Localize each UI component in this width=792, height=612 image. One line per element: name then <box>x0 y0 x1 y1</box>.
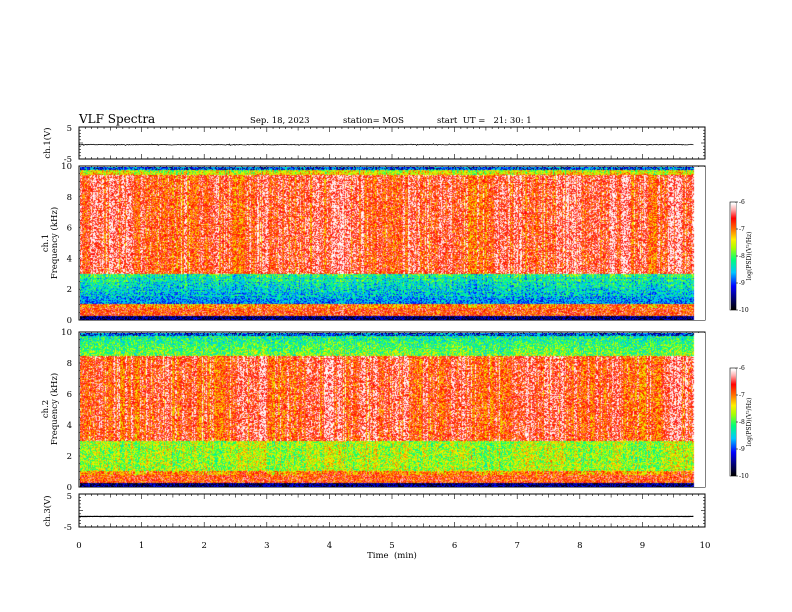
ch1-spectrogram-ylabel-freq: Frequency (kHz) <box>49 207 60 279</box>
y-tick-label: 8 <box>67 193 72 203</box>
ch2-spectrogram-yticklabels: 0 2 4 6 8 10 <box>61 328 72 493</box>
ch1-ytick-top: 5 <box>67 124 72 134</box>
colorbar-tick-label: -8 <box>739 419 745 426</box>
x-tick-label: 4 <box>327 541 332 551</box>
y-tick-label: 10 <box>61 162 72 172</box>
ch2-colorbar: -6 -7 -8 -9 -10 log(PSD)(V²/Hz) <box>729 365 753 480</box>
x-axis-label: Time (min) <box>367 550 417 561</box>
colorbar-tick-label: -6 <box>739 365 745 372</box>
x-tick-label: 10 <box>700 541 711 551</box>
y-tick-label: 4 <box>67 421 72 431</box>
y-tick-label: 0 <box>67 316 72 326</box>
x-tick-label: 2 <box>201 541 206 551</box>
figure-title: VLF Spectra <box>78 112 155 126</box>
y-tick-label: 6 <box>67 390 72 400</box>
ch1-spectrogram-yticklabels: 0 2 4 6 8 10 <box>61 162 72 326</box>
date-label: Sep. 18, 2023 <box>250 116 310 126</box>
colorbar-tick-label: -10 <box>739 473 749 480</box>
ch1-colorbar-label: log(PSD)(V²/Hz) <box>746 232 753 281</box>
colorbar-tick-label: -9 <box>739 280 745 287</box>
colorbar-tick-label: -9 <box>739 446 745 453</box>
y-tick-label: 2 <box>67 285 72 295</box>
x-tick-labels: 0 1 2 3 4 5 6 7 8 9 10 <box>76 541 710 551</box>
ch2-spectrogram-ylabel-channel: ch.2 <box>41 400 51 418</box>
start-time-label: start UT = 21: 30: 1 <box>437 116 532 126</box>
y-tick-label: 4 <box>67 254 72 264</box>
ch1-colorbar-gradient <box>730 202 736 310</box>
ch3-waveform-ylabel: ch.3(V) <box>42 495 53 526</box>
ch2-colorbar-gradient <box>730 368 736 476</box>
ch2-colorbar-ticks: -6 -7 -8 -9 -10 <box>736 365 749 480</box>
station-label: station= MOS <box>343 116 404 126</box>
ch3-ytick-top: 5 <box>67 492 72 502</box>
ch3-waveform-ticks <box>78 493 706 528</box>
x-tick-label: 0 <box>76 541 81 551</box>
ch1-waveform-ticks <box>78 126 706 160</box>
ch1-waveform-panel: 5 -5 ch.1(V) <box>42 124 706 165</box>
y-tick-label: 8 <box>67 359 72 369</box>
ch1-spectrogram-image <box>79 166 705 320</box>
ch1-waveform-trace <box>78 142 694 147</box>
ch2-spectrogram-image <box>79 332 705 487</box>
x-tick-label: 6 <box>452 541 457 551</box>
x-tick-label: 9 <box>640 541 645 551</box>
y-tick-label: 2 <box>67 452 72 462</box>
x-tick-label: 1 <box>139 541 144 551</box>
x-tick-label: 8 <box>577 541 582 551</box>
colorbar-tick-label: -7 <box>739 226 745 233</box>
colorbar-tick-label: -10 <box>739 307 749 314</box>
y-tick-label: 10 <box>61 328 72 338</box>
ch1-colorbar: -6 -7 -8 -9 -10 log(PSD)(V²/Hz) <box>729 199 753 314</box>
x-tick-label: 3 <box>264 541 269 551</box>
colorbar-tick-label: -8 <box>739 253 745 260</box>
x-tick-label: 5 <box>389 541 394 551</box>
ch1-spectrogram-ylabel-channel: ch.1 <box>41 234 51 252</box>
colorbar-tick-label: -7 <box>739 392 745 399</box>
colorbar-tick-label: -6 <box>739 199 745 206</box>
y-tick-label: 6 <box>67 224 72 234</box>
ch1-colorbar-ticks: -6 -7 -8 -9 -10 <box>736 199 749 314</box>
ch3-waveform-panel: 5 -5 ch.3(V) 0 1 2 3 4 5 6 7 8 9 10 Time (min) <box>42 492 710 561</box>
ch2-spectrogram-ylabel-freq: Frequency (kHz) <box>49 373 60 445</box>
ch1-waveform-ylabel: ch.1(V) <box>42 127 53 158</box>
ch1-ytick-bottom: -5 <box>64 155 72 165</box>
y-tick-label: 0 <box>67 483 72 493</box>
ch3-ytick-bottom: -5 <box>64 523 72 533</box>
x-tick-label: 7 <box>514 541 519 551</box>
ch2-colorbar-label: log(PSD)(V²/Hz) <box>746 398 753 447</box>
